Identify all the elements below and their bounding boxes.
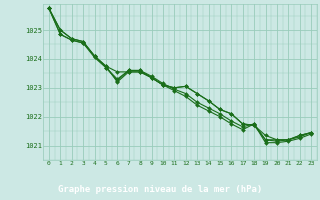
Text: Graphe pression niveau de la mer (hPa): Graphe pression niveau de la mer (hPa) xyxy=(58,185,262,194)
